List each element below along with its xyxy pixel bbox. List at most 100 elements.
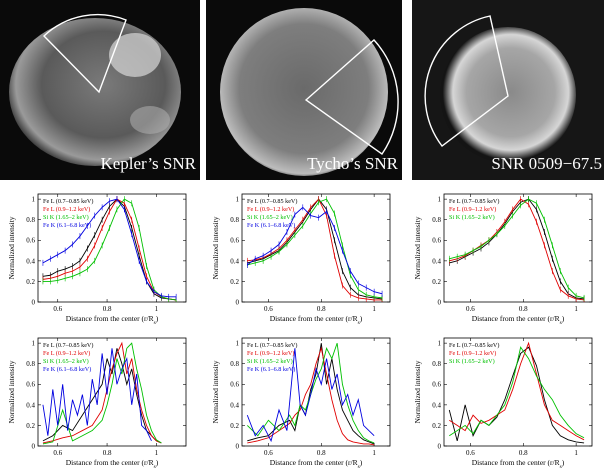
y-tick-label: 0 (236, 442, 240, 450)
tycho-image (220, 8, 399, 176)
y-tick-label: 0.2 (230, 278, 239, 286)
x-tick-label: 0.6 (264, 305, 273, 313)
plot-frame (443, 337, 593, 447)
snr0509-profile-svg: 0 0.2 0.4 0.6 0.8 1 0.6 0.8 1 Normalized intensit… (413, 193, 593, 326)
x-tick-label: 0.6 (264, 449, 273, 457)
legend-entry: Fe L (0.9–1.2 keV) (247, 206, 294, 213)
legend-entry: Fe L (0.7–0.85 keV) (449, 198, 499, 205)
legend-entry: Fe L (0.7–0.85 keV) (247, 342, 297, 349)
tycho-profile-svg: 0 0.2 0.4 0.6 0.8 1 0.6 0.8 1 Normalized intensit… (211, 193, 391, 326)
legend-entry: Fe L (0.9–1.2 keV) (449, 350, 496, 357)
legend-entry: Si K (1.65–2 keV) (247, 214, 293, 221)
legend-entry: Fe K (6.1–6.8 keV) (247, 222, 295, 229)
snr0509-sector (424, 15, 509, 147)
y-tick-label: 0 (32, 298, 36, 306)
y-tick-label: 0.8 (432, 216, 441, 224)
legend-entry: Si K (1.65–2 keV) (247, 358, 293, 365)
y-tick-label: 0.4 (26, 401, 35, 409)
y-tick-label: 0.2 (432, 422, 441, 430)
legend-entry: Fe L (0.7–0.85 keV) (449, 342, 499, 349)
plot-frame (241, 193, 391, 303)
x-tick-label: 0.6 (53, 449, 62, 457)
legend-entry: Si K (1.65–2 keV) (449, 358, 495, 365)
y-tick-label: 0.6 (26, 381, 35, 389)
x-tick-label: 0.6 (53, 305, 62, 313)
x-axis-label: Distance from the center (r/Rs) (472, 458, 565, 470)
snr0509-deprojected-series-1-line (449, 341, 585, 441)
tycho-deprojected-chart: 0 0.2 0.4 0.6 0.8 1 0.6 0.8 1 Normalized intensit… (204, 330, 404, 470)
y-tick-label: 1 (32, 340, 36, 348)
snr0509-image (412, 0, 604, 180)
tycho-profile-chart: 0 0.2 0.4 0.6 0.8 1 0.6 0.8 1 Normalized intensit… (204, 186, 404, 326)
legend-entry: Fe L (0.9–1.2 keV) (247, 350, 294, 357)
tycho-image-panel: Tycho’s SNR (206, 0, 402, 180)
y-tick-label: 0.4 (432, 401, 441, 409)
y-tick-label: 0 (236, 298, 240, 306)
tycho-label: Tycho’s SNR (307, 154, 398, 173)
y-tick-label: 0.8 (230, 216, 239, 224)
x-tick-label: 0.6 (466, 305, 475, 313)
x-tick-label: 1 (574, 449, 578, 457)
legend-entry: Fe L (0.7–0.85 keV) (247, 198, 297, 205)
kepler-deprojected-series-2-line (42, 342, 162, 445)
y-axis-label: Normalized intensity (413, 360, 422, 423)
kepler-deprojected-series-3-line (42, 348, 152, 442)
x-tick-label: 1 (155, 305, 159, 313)
y-tick-label: 0.2 (26, 278, 35, 286)
legend-entry: Fe K (6.1–6.8 keV) (43, 366, 91, 373)
tycho-profile-series-3-line (247, 206, 383, 295)
x-tick-label: 1 (155, 449, 159, 457)
plot-frame (37, 193, 187, 303)
y-tick-label: 1 (236, 340, 240, 348)
y-tick-label: 0.2 (26, 422, 35, 430)
kepler-profile-svg: 0 0.2 0.4 0.6 0.8 1 0.6 0.8 1 Normalized intensit… (7, 193, 187, 326)
y-axis-label: Normalized intensity (413, 216, 422, 279)
legend-entry: Si K (1.65–2 keV) (449, 214, 495, 221)
x-axis-label: Distance from the center (r/Rs) (270, 458, 363, 470)
kepler-bright-knot (130, 106, 170, 134)
kepler-bright-knot (109, 33, 161, 77)
tycho-deprojected-svg: 0 0.2 0.4 0.6 0.8 1 0.6 0.8 1 Normalized intensit… (211, 337, 391, 470)
legend-entry: Fe K (6.1–6.8 keV) (43, 222, 91, 229)
legend-entry: Fe L (0.9–1.2 keV) (449, 206, 496, 213)
tycho-remnant (220, 8, 388, 176)
y-axis-label: Normalized intensity (7, 360, 16, 423)
kepler-deprojected-series-1-line (42, 341, 162, 444)
kepler-sector (43, 13, 127, 94)
snr0509-image-panel: SNR 0509−67.5 (412, 0, 604, 180)
y-axis-label: Normalized intensity (211, 360, 220, 423)
snr0509-deprojected-series-2-line (449, 346, 585, 439)
x-tick-label: 0.8 (317, 305, 326, 313)
legend-entry: Fe L (0.9–1.2 keV) (43, 206, 90, 213)
snr0509-label: SNR 0509−67.5 (491, 154, 602, 173)
y-tick-label: 0.2 (432, 278, 441, 286)
x-axis-label: Distance from the center (r/Rs) (472, 314, 565, 326)
x-tick-label: 1 (372, 305, 376, 313)
x-tick-label: 0.8 (103, 305, 112, 313)
kepler-label: Kepler’s SNR (100, 154, 196, 173)
snr0509-profile-series-2-line (449, 198, 585, 299)
y-tick-label: 0.8 (432, 360, 441, 368)
y-tick-label: 1 (32, 196, 36, 204)
x-axis-label: Distance from the center (r/Rs) (270, 314, 363, 326)
legend-entry: Fe L (0.7–0.85 keV) (43, 198, 93, 205)
y-axis-label: Normalized intensity (211, 216, 220, 279)
x-tick-label: 0.6 (466, 449, 475, 457)
kepler-image-panel: Kepler’s SNR (0, 0, 200, 180)
y-tick-label: 0 (32, 442, 36, 450)
x-tick-label: 0.8 (519, 449, 528, 457)
kepler-profile-chart: 0 0.2 0.4 0.6 0.8 1 0.6 0.8 1 Normalized intensit… (0, 186, 200, 326)
y-tick-label: 0.8 (230, 360, 239, 368)
x-axis-label: Distance from the center (r/Rs) (66, 314, 159, 326)
y-tick-label: 0.6 (230, 381, 239, 389)
y-tick-label: 1 (438, 340, 442, 348)
y-tick-label: 0 (438, 298, 442, 306)
y-tick-label: 0.6 (26, 237, 35, 245)
tycho-deprojected-series-3-line (246, 348, 375, 443)
tycho-sector (304, 39, 399, 155)
plot-frame (443, 193, 593, 303)
tycho-deprojected-series-2-line (246, 342, 375, 444)
plot-frame (241, 337, 391, 447)
legend-entry: Fe L (0.7–0.85 keV) (43, 342, 93, 349)
legend-entry: Fe L (0.9–1.2 keV) (43, 350, 90, 357)
